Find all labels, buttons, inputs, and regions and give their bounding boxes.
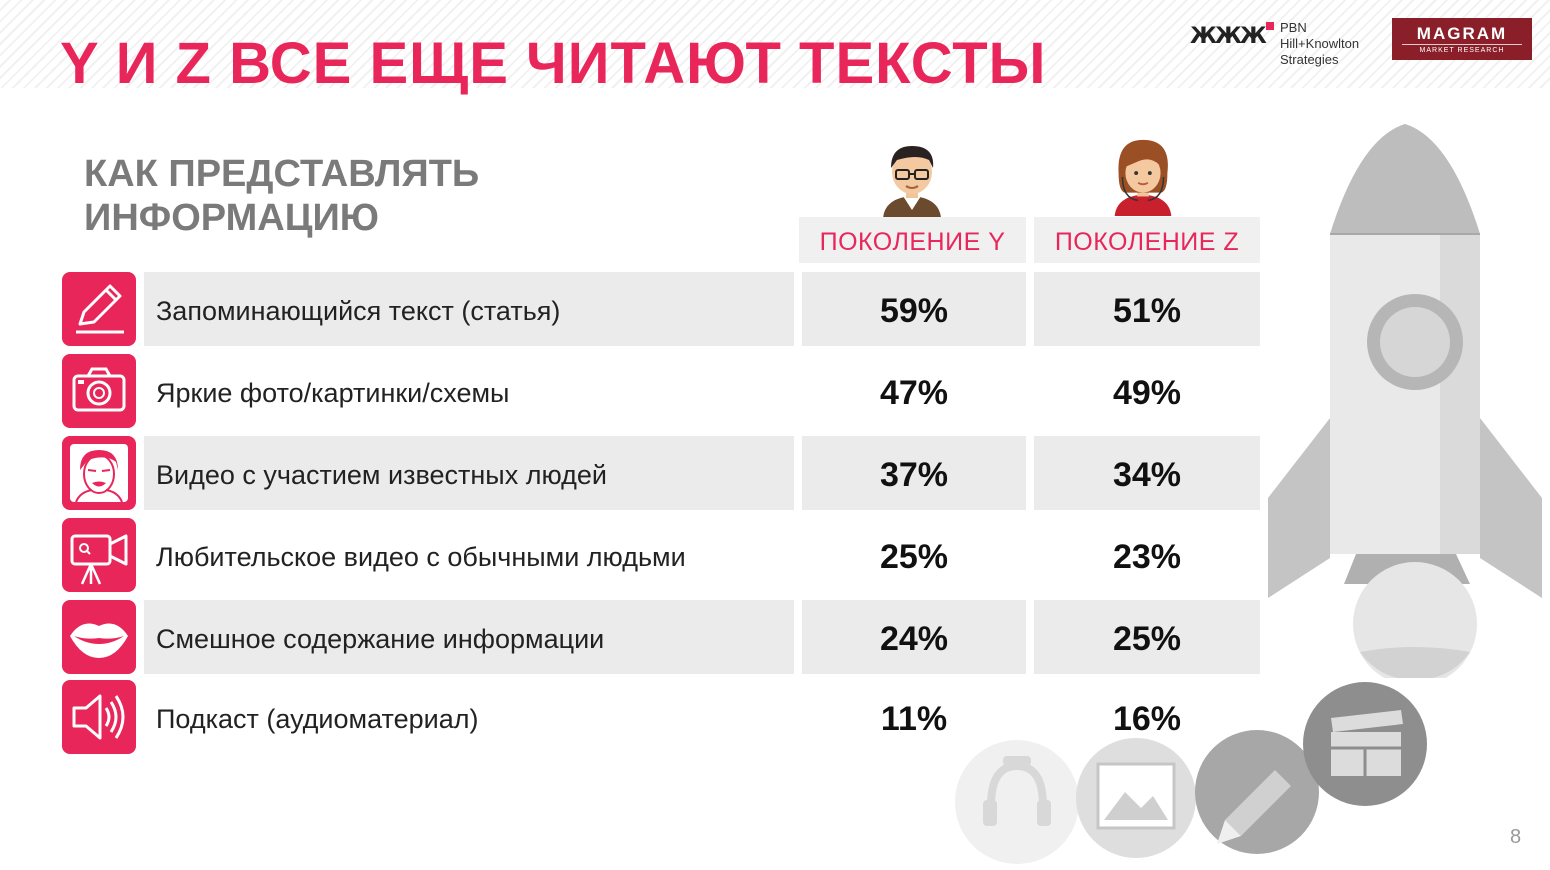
clapperboard-icon [1303,682,1427,806]
row-icon-box [62,354,136,428]
magram-logo-sub: MARKET RESEARCH [1419,47,1505,54]
row-value-z: 16% [1112,700,1182,738]
row-icon-box [62,680,136,754]
table-row: Любительское видео с обычными людьми 25%… [62,518,1262,592]
camera-icon [72,367,126,412]
generation-z-avatar-icon [1114,139,1172,216]
table-row: Смешное содержание информации 24% 25% [62,600,1262,674]
section-subtitle: КАК ПРЕДСТАВЛЯТЬ ИНФОРМАЦИЮ [84,152,604,240]
column-header-generation-y: ПОКОЛЕНИЕ Y [799,217,1026,263]
pbn-logo-line3: Strategies [1280,52,1339,67]
subtitle-line-2: ИНФОРМАЦИЮ [84,197,379,239]
row-value-z: 23% [1112,538,1182,576]
table-row: Подкаст (аудиоматериал) 11% 16% [62,680,1262,754]
table-row: Запоминающийся текст (статья) 59% 51% [62,272,1262,346]
celebrity-face-icon [70,444,128,503]
media-icons-decoration [955,682,1427,864]
row-value-z: 25% [1034,600,1260,674]
picture-icon [1076,738,1196,858]
pbn-logo-text: PBN Hill+Knowlton Strategies [1280,20,1359,68]
row-icon-box [62,518,136,592]
pbn-logo-line1: PBN [1280,20,1307,35]
page-number: 8 [1510,826,1522,848]
row-label: Смешное содержание информации [144,600,794,674]
pbn-logo-line2: Hill+Knowlton [1280,36,1360,51]
row-label: Запоминающийся текст (статья) [144,272,794,346]
headset-icon [955,740,1079,864]
row-label: Подкаст (аудиоматериал) [156,704,479,734]
lips-icon [70,623,128,658]
subtitle-line-1: КАК ПРЕДСТАВЛЯТЬ [84,153,480,195]
row-label: Видео с участием известных людей [144,436,794,510]
row-icon-box [62,436,136,510]
row-value-y: 25% [879,538,949,576]
pbn-logo-marks: ЖЖЖ [1190,24,1267,49]
pbn-logo: ЖЖЖ PBN Hill+Knowlton Strategies [1190,20,1380,70]
video-camera-icon [70,534,128,585]
rocket-illustration-icon [1268,124,1542,678]
row-value-z: 51% [1034,272,1260,346]
generation-y-avatar-icon [883,146,941,218]
magram-logo-name: MAGRAM [1402,24,1522,45]
fountain-pen-icon [1195,730,1319,854]
header-hatch-background [0,0,1550,88]
column-header-generation-z: ПОКОЛЕНИЕ Z [1034,217,1260,263]
table-row: Видео с участием известных людей 37% 34% [62,436,1262,510]
pbn-logo-dot [1266,22,1274,30]
row-value-y: 24% [802,600,1026,674]
row-icon-box [62,600,136,674]
row-label: Яркие фото/картинки/схемы [156,378,510,408]
row-value-y: 47% [879,374,949,412]
row-value-z: 34% [1034,436,1260,510]
row-value-y: 11% [880,700,948,738]
speaker-icon [72,694,125,740]
table-row: Яркие фото/картинки/схемы 47% 49% [62,354,1262,428]
row-value-y: 37% [802,436,1026,510]
row-icon-box [62,272,136,346]
row-label: Любительское видео с обычными людьми [156,542,686,572]
slide-title: Y И Z ВСЕ ЕЩЕ ЧИТАЮТ ТЕКСТЫ [60,31,1047,96]
magram-logo: MAGRAM MARKET RESEARCH [1392,18,1532,60]
pencil-icon [76,284,124,334]
row-value-y: 59% [802,272,1026,346]
row-value-z: 49% [1112,374,1182,412]
